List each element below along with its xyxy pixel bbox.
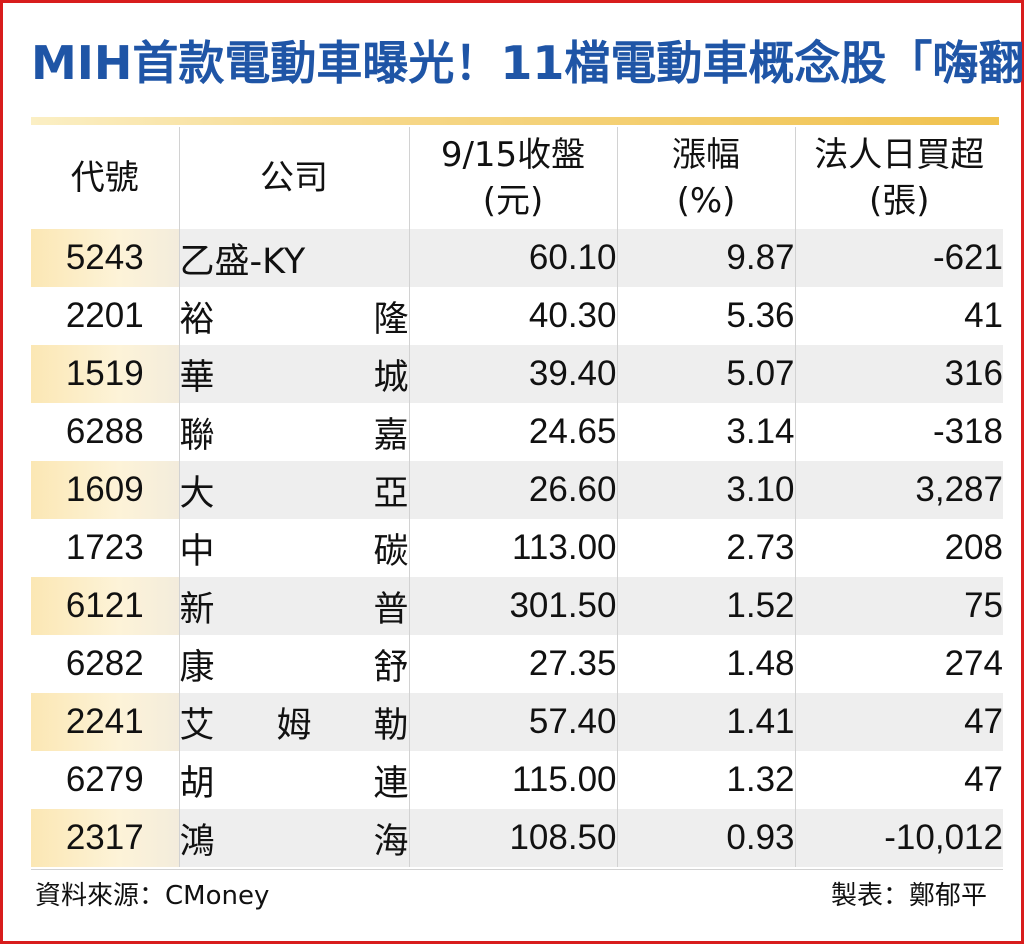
table-row: 1723 中碳 113.00 2.73 208 (31, 519, 1003, 577)
header-company: 公司 (178, 127, 409, 229)
company-name-text: 華城 (179, 357, 409, 398)
net-buy: 41 (794, 287, 1003, 345)
company-name: 胡連 (178, 751, 409, 809)
table-row: 2241 艾姆勒 57.40 1.41 47 (31, 693, 1003, 751)
company-name-text: 新普 (179, 589, 409, 630)
stock-code: 6121 (31, 577, 179, 635)
stock-table: 代號 公司 9/15收盤 (元) 漲幅 (%) 法人日買超 (張) (31, 127, 1003, 867)
close-price: 113.00 (408, 519, 617, 577)
close-price: 60.10 (408, 229, 617, 287)
stock-code: 1519 (31, 345, 179, 403)
net-buy: 75 (794, 577, 1003, 635)
close-price: 301.50 (408, 577, 617, 635)
net-buy: 47 (794, 693, 1003, 751)
company-name: 大亞 (178, 461, 409, 519)
header-code: 代號 (70, 158, 139, 198)
company-name: 裕隆 (178, 287, 409, 345)
stock-code: 1609 (31, 461, 179, 519)
price-change: 3.10 (616, 461, 795, 519)
stock-code: 2317 (31, 809, 179, 867)
price-change: 1.52 (616, 577, 795, 635)
price-change: 9.87 (616, 229, 795, 287)
net-buy: 274 (794, 635, 1003, 693)
table-row: 2317 鴻海 108.50 0.93 -10,012 (31, 809, 1003, 867)
company-name-text: 鴻海 (179, 821, 409, 862)
company-name-text: 聯嘉 (179, 415, 409, 456)
company-name: 中碳 (178, 519, 409, 577)
price-change: 1.32 (616, 751, 795, 809)
net-buy: -10,012 (794, 809, 1003, 867)
table-row: 1519 華城 39.40 5.07 316 (31, 345, 1003, 403)
price-change: 3.14 (616, 403, 795, 461)
company-name-text: 康舒 (179, 647, 409, 688)
table-header-row: 代號 公司 9/15收盤 (元) 漲幅 (%) 法人日買超 (張) (31, 127, 1003, 229)
table-row: 5243 乙盛-KY 60.10 9.87 -621 (31, 229, 1003, 287)
net-buy: 3,287 (794, 461, 1003, 519)
close-price: 40.30 (408, 287, 617, 345)
stock-code: 6288 (31, 403, 179, 461)
price-change: 5.07 (616, 345, 795, 403)
stock-code: 2201 (31, 287, 179, 345)
close-price: 27.35 (408, 635, 617, 693)
header-net-buy: 法人日買超 (張) (794, 127, 1003, 229)
table-row: 1609 大亞 26.60 3.10 3,287 (31, 461, 1003, 519)
header-change: 漲幅 (%) (616, 127, 795, 229)
company-name-text: 胡連 (179, 763, 409, 804)
header-close: 9/15收盤 (元) (408, 127, 617, 229)
chart-title: MIH首款電動車曝光！11檔電動車概念股「嗨翻」 (31, 36, 1024, 90)
net-buy: 47 (794, 751, 1003, 809)
close-price: 108.50 (408, 809, 617, 867)
close-price: 24.65 (408, 403, 617, 461)
stock-code: 1723 (31, 519, 179, 577)
company-name: 鴻海 (178, 809, 409, 867)
company-name: 聯嘉 (178, 403, 409, 461)
stock-code: 5243 (31, 229, 179, 287)
title-underline (31, 117, 999, 125)
company-name: 華城 (178, 345, 409, 403)
price-change: 0.93 (616, 809, 795, 867)
net-buy: -621 (794, 229, 1003, 287)
credit-note: 製表：鄭郁平 (830, 881, 987, 911)
company-name: 艾姆勒 (178, 693, 409, 751)
company-name-text: 中碳 (179, 531, 409, 572)
table-row: 2201 裕隆 40.30 5.36 41 (31, 287, 1003, 345)
company-name-text: 大亞 (179, 473, 409, 514)
table-bottom-rule (31, 869, 1003, 870)
company-name-text: 艾姆勒 (179, 705, 409, 746)
stock-code: 6282 (31, 635, 179, 693)
close-price: 57.40 (408, 693, 617, 751)
table-row: 6288 聯嘉 24.65 3.14 -318 (31, 403, 1003, 461)
net-buy: -318 (794, 403, 1003, 461)
price-change: 1.41 (616, 693, 795, 751)
table-row: 6279 胡連 115.00 1.32 47 (31, 751, 1003, 809)
price-change: 5.36 (616, 287, 795, 345)
close-price: 39.40 (408, 345, 617, 403)
company-name-text: 乙盛-KY (179, 241, 306, 282)
net-buy: 316 (794, 345, 1003, 403)
source-note: 資料來源：CMoney (35, 881, 270, 911)
stock-code: 2241 (31, 693, 179, 751)
company-name: 乙盛-KY (178, 229, 409, 287)
stock-code: 6279 (31, 751, 179, 809)
company-name: 新普 (178, 577, 409, 635)
table-body: 5243 乙盛-KY 60.10 9.87 -621 2201 裕隆 40.30 5.36 41 1… (31, 229, 1003, 867)
close-price: 115.00 (408, 751, 617, 809)
table-row: 6121 新普 301.50 1.52 75 (31, 577, 1003, 635)
price-change: 1.48 (616, 635, 795, 693)
price-change: 2.73 (616, 519, 795, 577)
table-row: 6282 康舒 27.35 1.48 274 (31, 635, 1003, 693)
company-name-text: 裕隆 (179, 299, 409, 340)
close-price: 26.60 (408, 461, 617, 519)
company-name: 康舒 (178, 635, 409, 693)
net-buy: 208 (794, 519, 1003, 577)
